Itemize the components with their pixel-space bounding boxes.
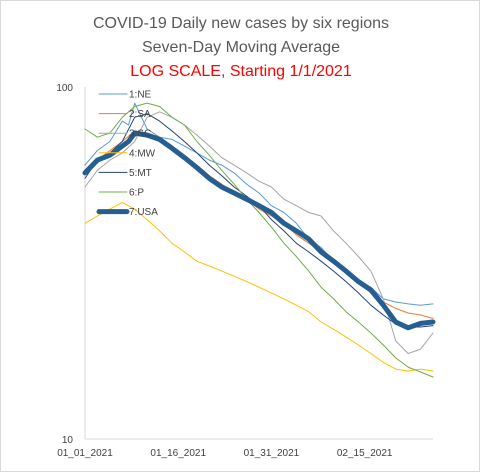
series-line-4mw xyxy=(84,201,434,372)
legend-label-1ne: 1:NE xyxy=(129,90,152,101)
chart-title: COVID-19 Daily new cases by six regions xyxy=(93,15,389,32)
legend-label-3sc: 3:SC xyxy=(129,129,151,140)
x-tick-label: 02_15_2021 xyxy=(337,448,393,459)
legend: 1:NE 2:SA 3:SC 4:MW 5:MT 6:P 7:USA xyxy=(96,90,158,218)
series-line-5mt xyxy=(84,113,434,328)
legend-label-7usa: 7:USA xyxy=(129,207,158,218)
legend-label-2sa: 2:SA xyxy=(129,109,151,120)
axes: 100 10 01_01_2021 01_16_2021 01_31_2021 02_15… xyxy=(56,83,433,459)
series-line-3sc xyxy=(84,111,434,354)
series-line-7usa xyxy=(82,130,436,331)
chart-subtitle: Seven-Day Moving Average xyxy=(142,39,340,56)
series-line-6p xyxy=(84,102,434,378)
y-tick-label: 100 xyxy=(56,83,73,94)
series-layer xyxy=(82,102,436,378)
x-tick-label: 01_01_2021 xyxy=(57,448,113,459)
legend-label-5mt: 5:MT xyxy=(129,168,152,179)
legend-label-4mw: 4:MW xyxy=(129,148,156,159)
x-tick-label: 01_16_2021 xyxy=(150,448,206,459)
chart-subtitle-red: LOG SCALE, Starting 1/1/2021 xyxy=(130,63,352,80)
legend-label-6p: 6:P xyxy=(129,188,144,199)
x-tick-label: 01_31_2021 xyxy=(244,448,300,459)
y-tick-label: 10 xyxy=(62,435,74,446)
